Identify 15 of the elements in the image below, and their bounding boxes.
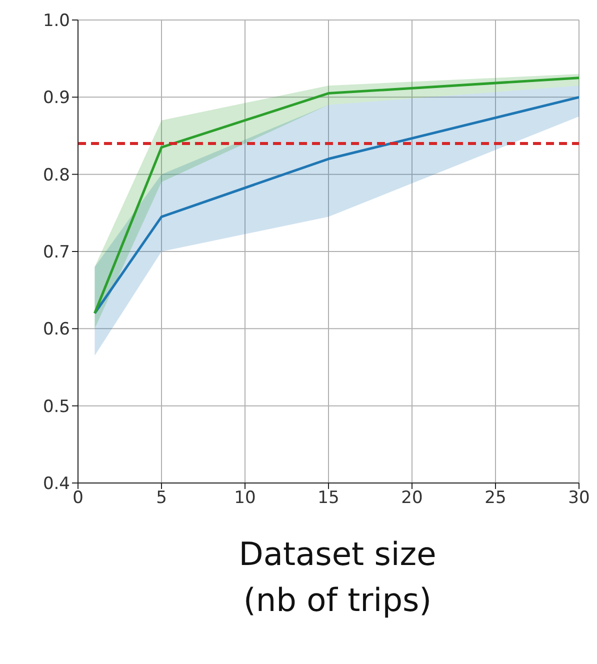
x-tick-label: 20 [401,488,423,508]
x-tick-label: 15 [318,488,340,508]
y-tick-label: 0.4 [42,474,70,494]
x-tick-label: 10 [234,488,256,508]
y-tick-label: 0.6 [42,320,70,340]
x-tick-label: 5 [156,488,167,508]
x-tick-label: 30 [568,488,590,508]
y-tick-label: 0.8 [42,165,70,186]
y-tick-label: 0.9 [42,88,70,108]
x-tick-label: 0 [72,488,84,508]
x-axis-title: Dataset size (nb of trips) [238,534,438,621]
y-tick-label: 0.5 [42,396,70,417]
x-tick-label: 25 [484,488,506,508]
y-tick-label: 0.7 [42,242,70,263]
y-tick-label: 1.0 [42,11,70,32]
